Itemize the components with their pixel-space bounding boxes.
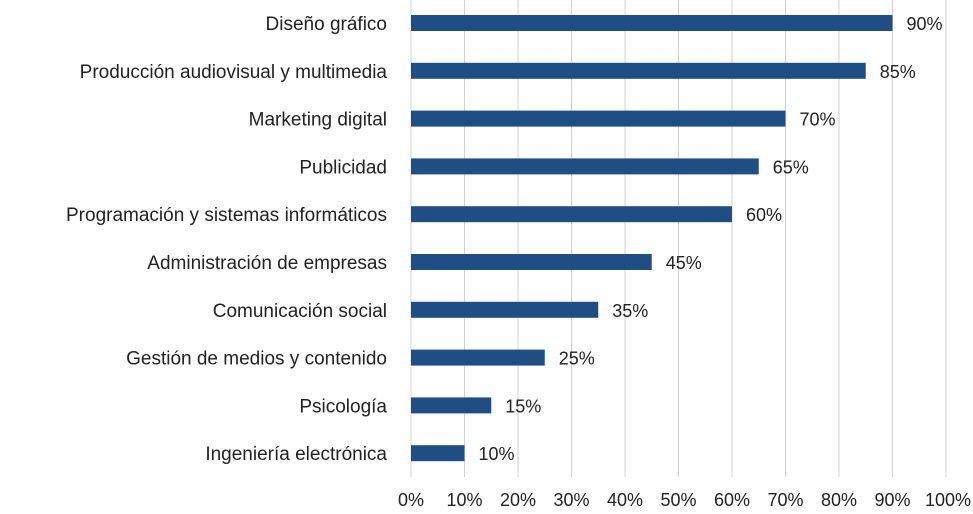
data-label: 35% bbox=[612, 301, 648, 321]
x-tick-label: 30% bbox=[553, 490, 589, 510]
bar bbox=[411, 15, 893, 31]
category-labels: Diseño gráfico Producción audiovisual y m… bbox=[66, 14, 387, 465]
bar bbox=[411, 206, 732, 223]
bar bbox=[411, 349, 545, 366]
category-label: Psicología bbox=[299, 396, 387, 417]
data-label: 90% bbox=[907, 14, 943, 34]
bar bbox=[411, 445, 465, 462]
x-tick-label: 50% bbox=[660, 490, 696, 510]
data-label: 70% bbox=[800, 110, 836, 130]
x-tick-label: 70% bbox=[767, 490, 803, 510]
bar bbox=[411, 62, 866, 79]
bar bbox=[411, 254, 652, 270]
category-label: Ingeniería electrónica bbox=[205, 444, 387, 465]
x-tick-label: 0% bbox=[398, 490, 424, 510]
x-tick-label: 20% bbox=[500, 490, 536, 510]
x-tick-label: 80% bbox=[821, 490, 857, 510]
x-axis-tick-labels: 0% 10% 20% 30% 40% 50% 60% 70% 80% 90% 100% bbox=[398, 490, 971, 510]
category-label: Marketing digital bbox=[249, 110, 387, 131]
category-label: Producción audiovisual y multimedia bbox=[80, 62, 388, 83]
category-label: Diseño gráfico bbox=[266, 14, 387, 35]
gridlines bbox=[410, 0, 947, 477]
value-labels: 90% 85% 70% 65% 60% 45% 35% 25% 15% 10% bbox=[479, 14, 943, 464]
data-label: 60% bbox=[746, 205, 782, 225]
x-tick-label: 10% bbox=[446, 490, 482, 510]
x-tick-label: 90% bbox=[874, 490, 910, 510]
x-tick-label: 60% bbox=[714, 490, 750, 510]
x-tick-label: 40% bbox=[607, 490, 643, 510]
x-tick-label: 100% bbox=[925, 490, 971, 510]
category-label: Publicidad bbox=[299, 157, 387, 178]
data-label: 15% bbox=[505, 396, 541, 416]
bar bbox=[411, 110, 786, 127]
bars bbox=[411, 15, 893, 462]
category-label: Administración de empresas bbox=[147, 253, 387, 274]
category-label: Programación y sistemas informáticos bbox=[66, 205, 387, 226]
data-label: 65% bbox=[773, 157, 809, 177]
data-label: 45% bbox=[666, 253, 702, 273]
category-label: Gestión de medios y contenido bbox=[126, 349, 387, 370]
data-label: 10% bbox=[479, 444, 515, 464]
data-label: 85% bbox=[880, 62, 916, 82]
bar bbox=[411, 301, 599, 318]
bar bbox=[411, 397, 492, 414]
category-label: Comunicación social bbox=[213, 301, 387, 322]
data-label: 25% bbox=[559, 349, 595, 369]
bar bbox=[411, 158, 759, 175]
